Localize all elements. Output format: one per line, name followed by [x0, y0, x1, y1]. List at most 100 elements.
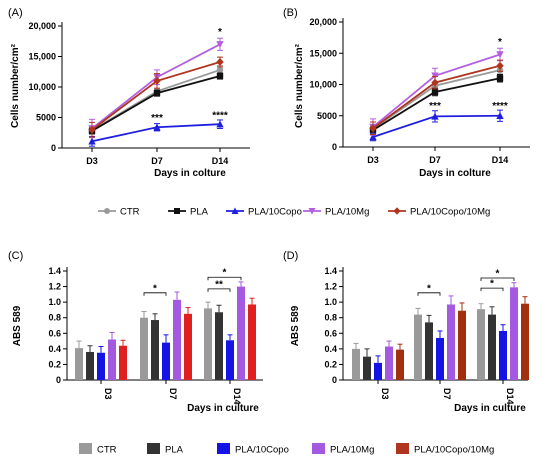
- significance-label: ***: [151, 113, 163, 124]
- legend-item: PLA/10Copo/10Mg: [388, 207, 490, 218]
- bar: [215, 312, 223, 380]
- series-pla-10copo-10mg: [119, 297, 256, 380]
- bar: [385, 346, 393, 380]
- line-panel-a: 0 5000 10,000 15,000 20,000 D3 D7 D14 (A) Days in…: [8, 7, 250, 179]
- y-tick-label: 0.6: [324, 328, 337, 338]
- legend-item: PLA/10Copo: [217, 443, 289, 456]
- series-pla-10copo: [374, 324, 507, 380]
- data-point: [153, 76, 161, 85]
- x-tick-label: D3: [367, 155, 379, 165]
- x-tick-label: D7: [442, 388, 452, 400]
- y-axis-label: Cells number/cm²: [294, 43, 305, 128]
- series-pla-10copo: [88, 119, 224, 147]
- bar-panel-d: 0 0.2 0.4 0.6 0.8 1.0 1.2 1.4 D3 D7 D14 (D) Days in …: [283, 250, 529, 414]
- y-tick-label: 15,000: [28, 52, 56, 62]
- legend-label: PLA/10Mg: [330, 445, 374, 456]
- legend-marker: [174, 208, 180, 214]
- x-axis-label: Days in colture: [419, 168, 491, 179]
- y-tick-label: 5000: [317, 111, 337, 121]
- significance-label: *: [496, 269, 500, 280]
- significance-bracket: [207, 276, 242, 281]
- y-tick-label: 0.6: [48, 328, 61, 338]
- data-point: [88, 125, 96, 134]
- y-tick-label: 0.2: [324, 359, 337, 369]
- bar: [425, 322, 433, 380]
- series-pla-10copo: [369, 109, 504, 142]
- significance-label: *: [153, 283, 157, 294]
- y-tick-label: 1.4: [48, 266, 61, 276]
- x-tick-label: D14: [492, 155, 509, 165]
- bar: [108, 339, 116, 380]
- significance-label: ****: [212, 111, 228, 122]
- bar: [374, 362, 382, 380]
- significance-label: *: [218, 27, 222, 38]
- y-tick-label: 0.2: [48, 359, 61, 369]
- data-point: [496, 75, 504, 82]
- bar: [184, 313, 192, 380]
- panel-label: (C): [8, 250, 23, 262]
- legend-marker: [308, 208, 316, 215]
- bar: [447, 304, 455, 380]
- bar: [458, 310, 466, 380]
- significance-bracket: [207, 288, 231, 292]
- series-ctr: [352, 303, 485, 380]
- bar: [204, 308, 212, 380]
- bar: [488, 314, 496, 380]
- y-tick-label: 0.4: [48, 344, 61, 354]
- data-point: [431, 112, 439, 120]
- y-tick-label: 1.2: [48, 282, 61, 292]
- series-line: [372, 69, 501, 130]
- bar: [352, 348, 360, 380]
- y-axis-label: Cells number/cm²: [10, 43, 21, 128]
- data-point: [369, 133, 377, 141]
- series-pla: [363, 306, 496, 380]
- data-point: [216, 66, 224, 74]
- legend-marker: [231, 207, 239, 214]
- data-point: [431, 78, 439, 87]
- y-tick-label: 0.4: [324, 344, 337, 354]
- series-pla-10mg: [385, 282, 518, 380]
- y-tick-label: 10,000: [309, 80, 337, 90]
- legend-label: PLA/10Copo/10Mg: [414, 445, 494, 456]
- bar: [173, 299, 181, 380]
- bar-panel-c: 0 0.2 0.4 0.6 0.8 1.0 1.2 1.4 D3 D7 D14 (C) Days in …: [8, 250, 263, 414]
- significance-label: ****: [492, 101, 508, 112]
- bar: [151, 320, 159, 380]
- x-tick-label: D7: [151, 156, 163, 166]
- data-point: [369, 124, 377, 133]
- bar: [436, 337, 444, 380]
- legend-item: PLA/10Mg: [303, 207, 369, 218]
- data-point: [431, 88, 439, 96]
- bar: [521, 303, 529, 380]
- legend-label: PLA/10Copo: [248, 207, 302, 218]
- bar: [237, 286, 245, 380]
- significance-bracket: [143, 292, 167, 296]
- y-tick-label: 1.4: [324, 266, 337, 276]
- legend-item: CTR: [98, 207, 140, 218]
- legend-label: PLA/10Mg: [325, 207, 369, 218]
- series-pla-10copo-10mg: [88, 56, 224, 138]
- significance-bracket: [480, 277, 515, 282]
- y-tick-label: 0: [332, 142, 337, 152]
- legend-label: PLA: [190, 207, 209, 218]
- legend-swatch: [217, 443, 230, 454]
- bar: [140, 317, 148, 380]
- bar: [86, 351, 94, 380]
- series-pla-10copo: [97, 334, 234, 380]
- y-tick-label: 15,000: [309, 48, 337, 58]
- y-tick-label: 5000: [36, 113, 56, 123]
- x-tick-label: D14: [505, 388, 515, 405]
- y-tick-label: 0.8: [48, 313, 61, 323]
- legend-swatch: [396, 443, 409, 454]
- y-tick-label: 1.2: [324, 282, 337, 292]
- bar: [477, 309, 485, 380]
- x-tick-label: D7: [429, 155, 441, 165]
- legend-label: CTR: [97, 445, 117, 456]
- legend-swatch: [147, 443, 160, 454]
- x-tick-label: D3: [103, 388, 113, 400]
- bar: [248, 304, 256, 380]
- data-point: [216, 57, 224, 66]
- significance-bracket: [480, 287, 504, 292]
- legend-item: CTR: [79, 443, 117, 456]
- legend-item: PLA/10Copo/10Mg: [396, 443, 494, 456]
